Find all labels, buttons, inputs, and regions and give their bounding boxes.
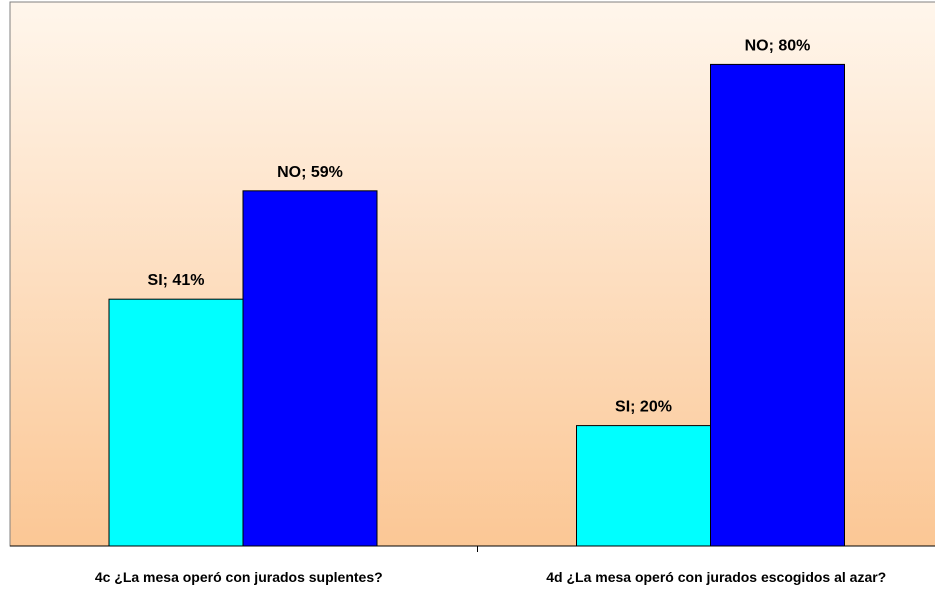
bar-no-2 — [710, 63, 845, 547]
bar-no-1 — [242, 190, 378, 547]
data-label-no-2: NO; 80% — [745, 37, 811, 54]
data-label-si-1: SI; 41% — [148, 272, 205, 289]
data-label-no-1: NO; 59% — [277, 164, 343, 181]
x-tick-label-1: 4c ¿La mesa operó con jurados suplentes? — [95, 569, 383, 585]
bar-si-1 — [108, 298, 244, 547]
x-tick-label-2: 4d ¿La mesa operó con jurados escogidos … — [546, 569, 886, 585]
data-label-si-2: SI; 20% — [615, 399, 672, 416]
bar-si-2 — [576, 425, 711, 547]
